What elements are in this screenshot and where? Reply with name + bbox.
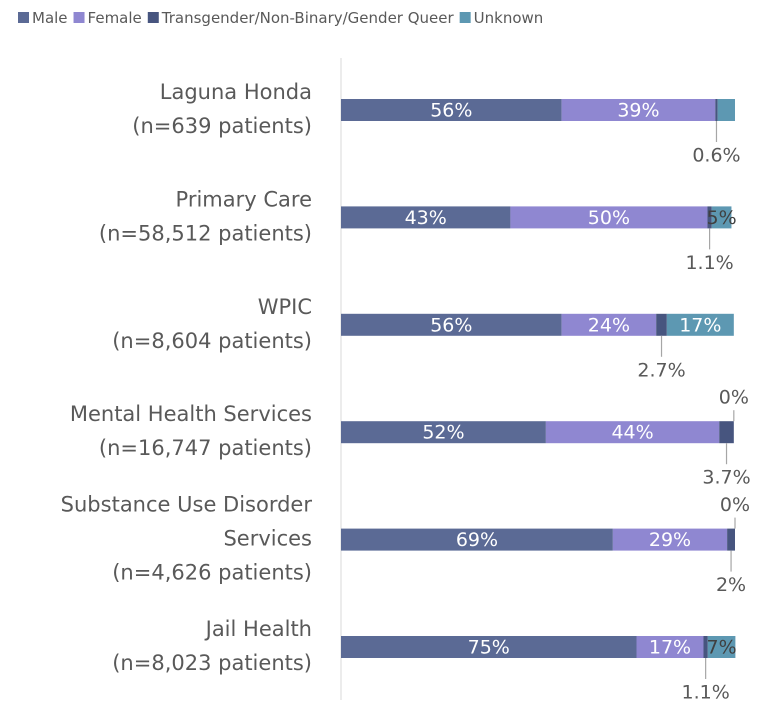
data-label: 52% — [422, 422, 464, 444]
bar-segment — [707, 206, 712, 229]
y-tick-label: (n=58,512 patients) — [99, 221, 312, 245]
bar-segment — [561, 313, 657, 336]
data-label: 17% — [679, 314, 721, 336]
data-label: 56% — [430, 100, 472, 122]
data-label: 1.1% — [682, 682, 730, 701]
data-label: 17% — [649, 637, 691, 659]
data-label: 7% — [707, 637, 737, 659]
legend-swatch — [73, 12, 85, 23]
bar-segment — [703, 636, 708, 658]
data-label: 56% — [430, 314, 472, 336]
bar-segment — [717, 99, 735, 121]
legend-label: Female — [88, 9, 142, 27]
data-label: 43% — [405, 207, 447, 229]
bar-segment — [341, 206, 511, 229]
data-label: 1.1% — [685, 252, 733, 274]
y-tick-label: (n=8,023 patients) — [112, 651, 312, 675]
data-label: 69% — [456, 529, 498, 551]
data-label: 75% — [468, 637, 510, 659]
data-label: 29% — [649, 529, 691, 551]
bar-segment — [719, 421, 734, 444]
bar-segment — [341, 99, 562, 121]
data-label: 0% — [720, 494, 750, 516]
data-label: 0.6% — [692, 145, 740, 167]
bar-segment — [656, 313, 667, 336]
bar-segment — [711, 206, 732, 229]
y-tick-label: Primary Care — [176, 187, 312, 211]
legend-label: Male — [32, 9, 68, 27]
data-label: 2% — [716, 574, 746, 596]
bar-segment — [545, 421, 720, 444]
legend-label: Unknown — [474, 9, 544, 27]
bar-segment — [341, 421, 546, 444]
y-tick-label: Mental Health Services — [70, 402, 312, 426]
y-tick-label: (n=639 patients) — [132, 114, 312, 138]
bar-segment — [612, 528, 728, 551]
y-tick-label: (n=4,626 patients) — [112, 561, 312, 585]
bar-segment — [707, 636, 736, 658]
y-tick-label: WPIC — [258, 295, 312, 319]
bar-segment — [636, 636, 704, 658]
legend-swatch — [459, 12, 471, 23]
bar-segment — [341, 636, 637, 658]
data-label: 44% — [611, 422, 653, 444]
bar-segment — [727, 528, 735, 551]
legend: Male Female Transgender/Non-Binary/Gender … — [18, 9, 543, 27]
data-label: 39% — [617, 100, 659, 122]
bar-segment — [561, 99, 716, 121]
data-label: 2.7% — [637, 359, 685, 381]
legend-swatch — [18, 12, 29, 23]
y-tick-label: (n=8,604 patients) — [112, 329, 312, 353]
data-label: 3.7% — [702, 467, 750, 489]
bar-segment — [666, 313, 734, 336]
bar-segment — [715, 99, 718, 121]
legend-swatch — [147, 12, 159, 23]
y-tick-label: Laguna Honda — [160, 80, 312, 104]
y-tick-label: Substance Use Disorder — [61, 493, 313, 517]
y-tick-label: Services — [223, 527, 312, 551]
y-tick-label: (n=16,747 patients) — [99, 436, 312, 460]
bar-segment — [510, 206, 708, 229]
data-label: 50% — [588, 207, 630, 229]
y-tick-label: Jail Health — [204, 617, 312, 641]
data-label: 5% — [707, 207, 737, 229]
data-label: 24% — [588, 314, 630, 336]
legend-label: Transgender/Non-Binary/Gender Queer — [161, 9, 455, 27]
data-label: 0% — [719, 387, 749, 409]
bar-segment — [341, 313, 562, 336]
bar-segment — [341, 528, 613, 551]
